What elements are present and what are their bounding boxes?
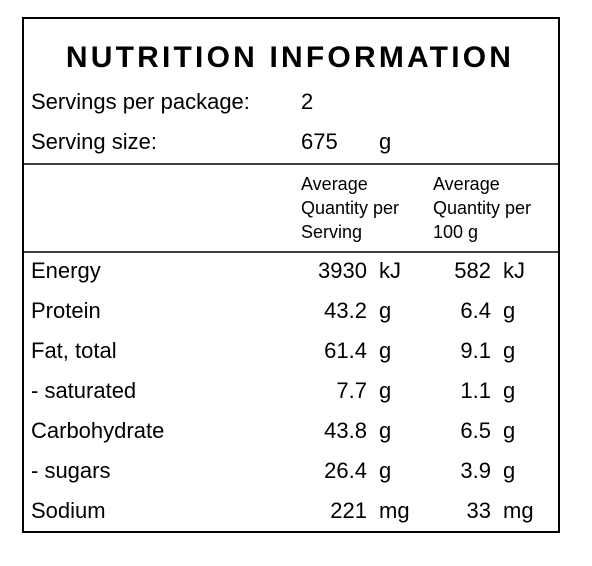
per-100g-value: 6.5 (460, 418, 491, 443)
panel-border (22, 17, 560, 533)
per-serving-value: 61.4 (324, 338, 367, 363)
per-serving-unit: g (379, 458, 391, 483)
per-100g-value: 3.9 (460, 458, 491, 483)
per-100g-unit: g (503, 338, 515, 363)
nutrient-name: Protein (31, 298, 101, 323)
nutrient-name: Sodium (31, 498, 106, 523)
per-100g-value: 582 (454, 258, 491, 283)
per-serving-value: 26.4 (324, 458, 367, 483)
serving-size-label: Serving size: (31, 129, 157, 154)
servings-value: 2 (301, 89, 313, 114)
nutrient-name: - saturated (31, 378, 136, 403)
nutrient-name: - sugars (31, 458, 110, 483)
nutrient-name: Carbohydrate (31, 418, 164, 443)
column-header: Serving (301, 222, 362, 242)
per-serving-unit: kJ (379, 258, 401, 283)
per-100g-unit: mg (503, 498, 534, 523)
per-serving-value: 43.8 (324, 418, 367, 443)
per-100g-unit: g (503, 418, 515, 443)
per-100g-unit: g (503, 378, 515, 403)
per-serving-value: 3930 (318, 258, 367, 283)
per-serving-unit: g (379, 338, 391, 363)
column-header: Average (433, 174, 500, 194)
nutrient-name: Energy (31, 258, 101, 283)
serving-size-unit: g (379, 129, 391, 154)
column-header: Average (301, 174, 368, 194)
per-100g-value: 1.1 (460, 378, 491, 403)
per-100g-unit: kJ (503, 258, 525, 283)
per-serving-unit: g (379, 378, 391, 403)
per-serving-unit: g (379, 418, 391, 443)
column-header: 100 g (433, 222, 478, 242)
per-serving-unit: g (379, 298, 391, 323)
column-header: Quantity per (301, 198, 399, 218)
per-serving-value: 221 (330, 498, 367, 523)
per-serving-unit: mg (379, 498, 410, 523)
per-100g-value: 33 (467, 498, 491, 523)
nutrient-name: Fat, total (31, 338, 117, 363)
per-100g-value: 9.1 (460, 338, 491, 363)
title: NUTRITION INFORMATION (66, 41, 514, 74)
per-100g-unit: g (503, 298, 515, 323)
per-serving-value: 7.7 (336, 378, 367, 403)
per-serving-value: 43.2 (324, 298, 367, 323)
serving-size-value: 675 (301, 129, 338, 154)
per-100g-value: 6.4 (460, 298, 491, 323)
column-header: Quantity per (433, 198, 531, 218)
per-100g-unit: g (503, 458, 515, 483)
servings-label: Servings per package: (31, 89, 250, 114)
